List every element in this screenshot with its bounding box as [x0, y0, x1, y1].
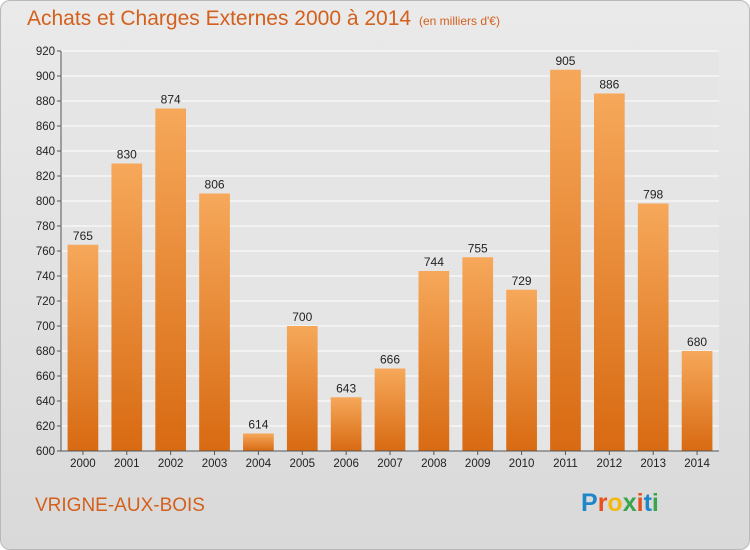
y-tick-label: 680	[36, 346, 55, 358]
chart-subtitle: (en milliers d'€)	[419, 14, 500, 28]
x-tick-label: 2012	[597, 458, 623, 470]
logo-letter: i	[636, 489, 644, 517]
y-tick-label: 740	[36, 271, 55, 283]
data-label: 905	[555, 54, 575, 68]
x-tick-label: 2004	[246, 458, 272, 470]
y-tick-label: 700	[36, 321, 55, 333]
proxiti-logo: Proxiti	[581, 489, 659, 518]
x-tick-label: 2009	[465, 458, 491, 470]
y-tick-label: 820	[36, 171, 55, 183]
x-tick-label: 2013	[640, 458, 666, 470]
data-label: 680	[687, 335, 707, 349]
data-label: 744	[424, 255, 444, 269]
y-tick-label: 620	[36, 421, 55, 433]
bar-2003	[199, 193, 230, 451]
data-label: 874	[161, 93, 181, 107]
y-tick-label: 660	[36, 371, 55, 383]
x-tick-label: 2010	[509, 458, 535, 470]
x-tick-label: 2011	[553, 458, 578, 470]
x-tick-label: 2002	[158, 458, 184, 470]
logo-letter: t	[643, 489, 652, 517]
y-tick-label: 780	[36, 221, 55, 233]
data-label: 666	[380, 353, 400, 367]
bar-2014	[681, 351, 713, 451]
logo-letter: o	[607, 489, 623, 517]
bar-2000	[67, 244, 99, 451]
data-label: 886	[599, 78, 619, 92]
y-tick-label: 840	[36, 146, 55, 158]
x-tick-label: 2000	[70, 458, 96, 470]
x-tick-label: 2014	[684, 458, 710, 470]
bar-2012	[593, 93, 625, 451]
data-label: 755	[468, 241, 488, 255]
logo-letter: r	[597, 489, 608, 517]
y-tick-label: 880	[36, 96, 55, 108]
data-label: 643	[336, 381, 356, 395]
data-label: 765	[73, 229, 93, 243]
bar-2002	[155, 108, 187, 451]
bar-2006	[330, 397, 362, 451]
bar-2010	[506, 289, 537, 451]
x-tick-label: 2006	[333, 458, 359, 470]
logo-letter: x	[622, 489, 637, 517]
data-label: 614	[248, 418, 268, 432]
data-label: 830	[117, 148, 137, 162]
x-tick-label: 2007	[377, 458, 403, 470]
y-tick-label: 900	[36, 71, 55, 83]
chart-title: Achats et Charges Externes 2000 à 2014	[27, 7, 412, 30]
y-tick-label: 640	[36, 396, 55, 408]
bar-2013	[637, 203, 669, 451]
data-label: 798	[643, 188, 663, 202]
x-tick-label: 2008	[421, 458, 447, 470]
bar-2004	[243, 433, 274, 451]
bar-2011	[550, 69, 581, 451]
bar-2007	[374, 368, 406, 451]
y-tick-label: 860	[36, 121, 55, 133]
data-label: 729	[512, 274, 532, 288]
x-tick-label: 2003	[202, 458, 228, 470]
bar-2001	[111, 163, 143, 451]
bar-2005	[286, 326, 318, 451]
x-tick-label: 2005	[289, 458, 315, 470]
y-tick-label: 600	[36, 446, 55, 458]
y-tick-label: 800	[36, 196, 55, 208]
x-tick-label: 2001	[114, 458, 140, 470]
logo-letter: i	[651, 489, 659, 517]
bar-2009	[462, 257, 494, 451]
bar-2008	[418, 271, 450, 451]
y-tick-label: 720	[36, 296, 55, 308]
data-label: 806	[205, 178, 225, 192]
data-label: 700	[292, 310, 312, 324]
y-tick-label: 920	[36, 46, 55, 58]
commune-name: VRIGNE-AUX-BOIS	[35, 495, 205, 516]
logo-letter: P	[581, 489, 598, 517]
y-tick-label: 760	[36, 246, 55, 258]
